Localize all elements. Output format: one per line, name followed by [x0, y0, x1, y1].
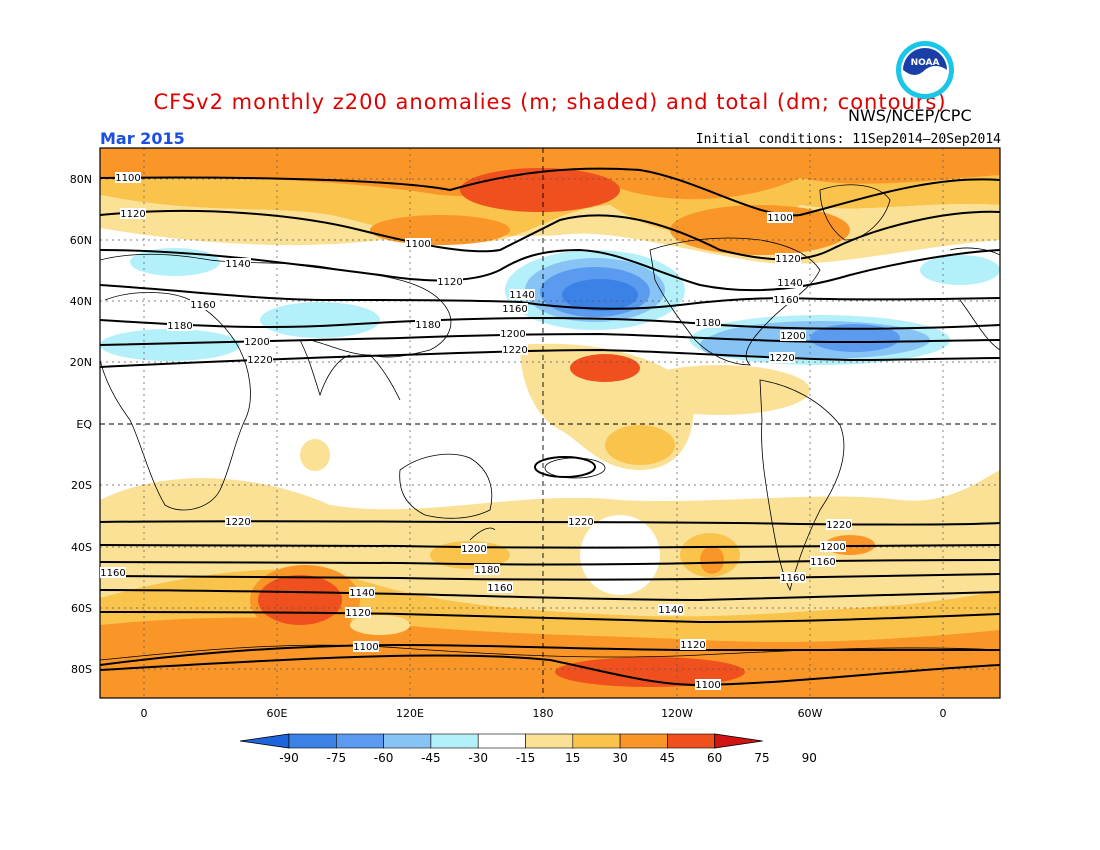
contour-label: 1140 [658, 605, 683, 616]
contour-label: 1200 [780, 331, 805, 342]
colorbar-box [335, 733, 384, 749]
colorbar-box [572, 733, 621, 749]
chart-title: CFSv2 monthly z200 anomalies (m; shaded)… [153, 90, 947, 114]
colorbar-box [430, 733, 479, 749]
colorbar-tick-label: 60 [707, 751, 722, 765]
initial-conditions-label: Initial conditions: 11Sep2014–20Sep2014 [695, 132, 1001, 147]
contour-label: 1220 [568, 517, 593, 528]
lon-label: 0 [940, 707, 947, 720]
lon-label: 60W [798, 707, 823, 720]
contour-label: 1180 [167, 321, 192, 332]
colorbar-tick-label: 30 [612, 751, 627, 765]
contour-label: 1200 [820, 542, 845, 553]
contour-label: 1220 [247, 355, 272, 366]
lat-label: 40N [70, 295, 92, 308]
colorbar-tick-label: 90 [802, 751, 817, 765]
colorbar-box [667, 733, 716, 749]
colorbar-tick-label: 45 [660, 751, 675, 765]
colorbar-tick-label: -15 [516, 751, 536, 765]
valid-month-label: Mar 2015 [100, 129, 185, 148]
contour-label: 1100 [115, 173, 140, 184]
contour-label: 1160 [773, 295, 798, 306]
contour-label: 1220 [826, 520, 851, 531]
contour-label: 1220 [225, 517, 250, 528]
contour-label: 1120 [437, 277, 462, 288]
contour-label: 1120 [120, 209, 145, 220]
svg-text:NOAA: NOAA [911, 58, 940, 68]
contour-label: 1120 [775, 254, 800, 265]
contour-label: 1180 [415, 320, 440, 331]
lat-label: 60S [71, 602, 92, 615]
colorbar-tick-label: 75 [754, 751, 769, 765]
lat-label: 20N [70, 356, 92, 369]
agency-label: NWS/NCEP/CPC [848, 106, 972, 125]
contour-label: 1180 [695, 318, 720, 329]
contour-label: 1100 [405, 239, 430, 250]
lat-label: 80N [70, 173, 92, 186]
contour-label: 1140 [349, 588, 374, 599]
lat-label: 20S [71, 479, 92, 492]
contour-label: 1160 [190, 300, 215, 311]
contour-label: 1160 [502, 304, 527, 315]
colorbar-tick-label: -30 [468, 751, 488, 765]
colorbar-box [383, 733, 432, 749]
colorbar-arrow-low [239, 733, 290, 749]
noaa-logo: NOAA [896, 41, 954, 99]
lat-label: 40S [71, 541, 92, 554]
colorbar-arrow-high [714, 733, 763, 749]
contour-label: 1220 [769, 353, 794, 364]
colorbar-tick-label: -45 [421, 751, 441, 765]
contour-label: 1200 [244, 337, 269, 348]
lon-label: 60E [267, 707, 288, 720]
colorbar-tick-label: -60 [374, 751, 394, 765]
colorbar-box [619, 733, 668, 749]
contour-label: 1160 [780, 573, 805, 584]
contour-label: 1140 [225, 259, 250, 270]
contour-label: 1120 [680, 640, 705, 651]
contour-label: 1140 [777, 278, 802, 289]
contour-label: 1220 [502, 345, 527, 356]
lon-label: 0 [141, 707, 148, 720]
contour-label: 1140 [509, 290, 534, 301]
colorbar-tick-label: -75 [326, 751, 346, 765]
lat-label: 80S [71, 663, 92, 676]
contour-label: 1100 [695, 680, 720, 691]
lat-label: EQ [76, 418, 92, 431]
colorbar-box [525, 733, 574, 749]
colorbar-tick-label: 15 [565, 751, 580, 765]
contour-label: 1200 [500, 329, 525, 340]
contour-label: 1200 [461, 544, 486, 555]
contour-label: 1160 [487, 583, 512, 594]
colorbar-box [288, 733, 337, 749]
contour-label: 1100 [353, 642, 378, 653]
contour-label: 1160 [810, 557, 835, 568]
lon-label: 120E [396, 707, 424, 720]
lon-label: 120W [661, 707, 693, 720]
contour-label: 1160 [100, 568, 125, 579]
contour-label: 1100 [767, 213, 792, 224]
contour-label: 1120 [345, 608, 370, 619]
lon-label: 180 [533, 707, 554, 720]
colorbar-tick-label: -90 [279, 751, 299, 765]
contour-label: 1180 [474, 565, 499, 576]
lat-label: 60N [70, 234, 92, 247]
colorbar-box [477, 733, 526, 749]
